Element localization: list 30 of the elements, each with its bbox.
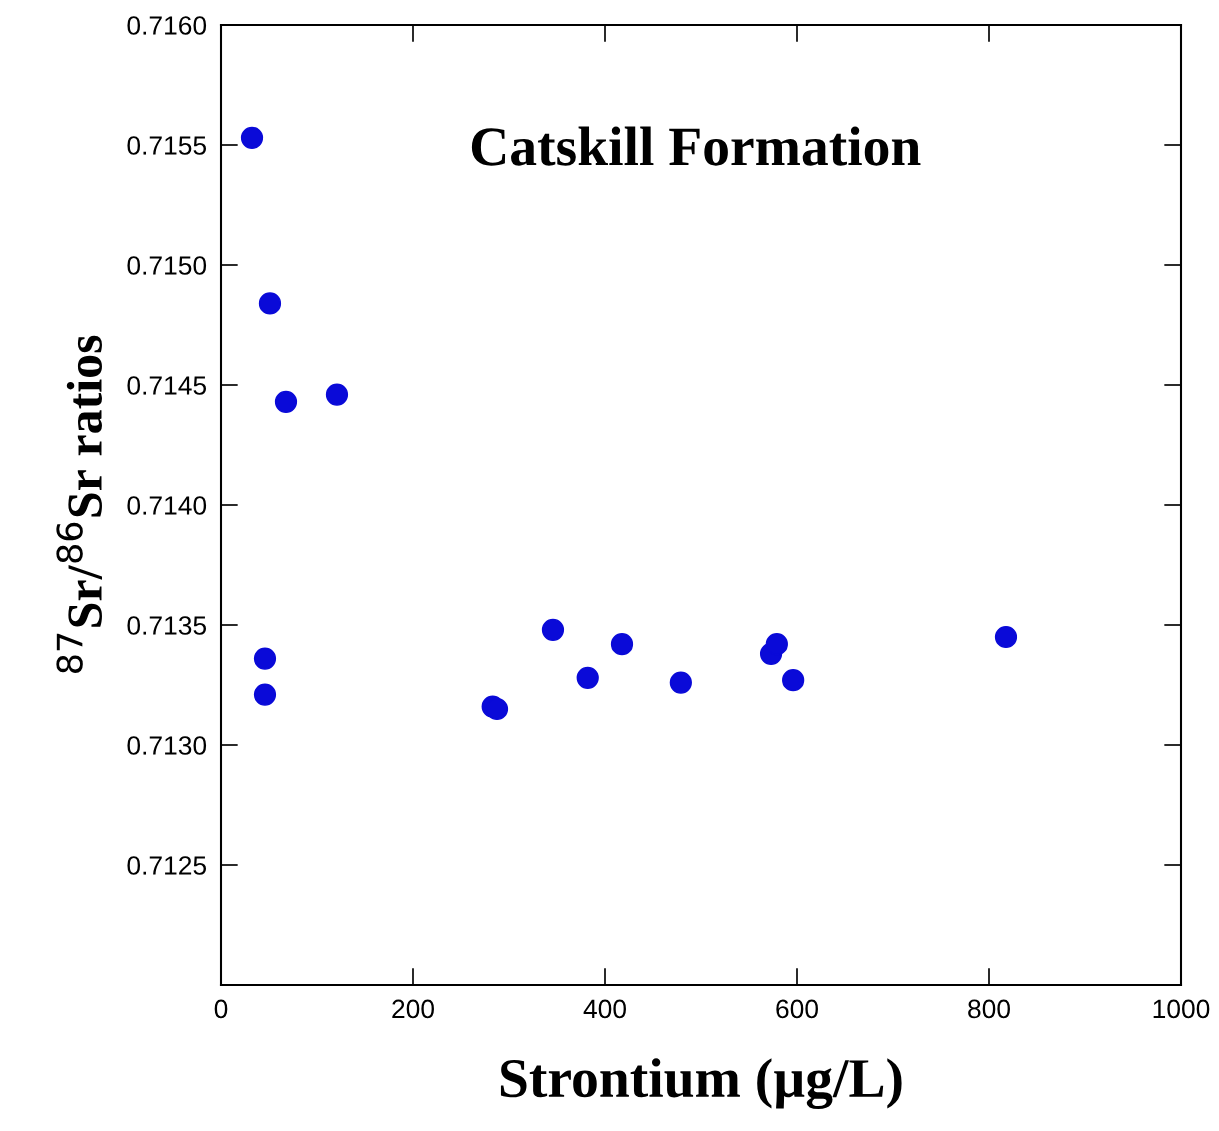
point bbox=[274, 390, 298, 413]
x-tick-label: 400 bbox=[583, 999, 626, 1019]
point bbox=[994, 625, 1018, 649]
point bbox=[765, 633, 788, 656]
point bbox=[240, 126, 264, 149]
y-tick-label: 0.7150 bbox=[127, 256, 207, 275]
text: Catskill Formation bbox=[471, 126, 921, 166]
y-tick-label: 0.7145 bbox=[127, 376, 207, 395]
x-tick-label: 200 bbox=[392, 999, 434, 1019]
point bbox=[610, 633, 634, 656]
point bbox=[782, 669, 805, 692]
x-tick-label: 600 bbox=[776, 999, 818, 1019]
x-axis-title: Strontium (µg/L) bbox=[500, 1058, 902, 1110]
y-tick-label: 0.7160 bbox=[127, 16, 207, 35]
y-tick-label: 0.7130 bbox=[127, 736, 207, 755]
y-tick-label: 0.7155 bbox=[127, 136, 207, 155]
x-tick-label: 1000 bbox=[1153, 999, 1210, 1019]
point bbox=[253, 647, 277, 670]
point bbox=[576, 666, 599, 689]
point bbox=[325, 383, 349, 406]
point bbox=[541, 618, 565, 641]
y-tick-label: 0.7125 bbox=[127, 856, 207, 875]
point bbox=[669, 671, 692, 694]
point bbox=[253, 683, 277, 706]
point bbox=[258, 292, 282, 315]
y-tick-label: 0.7140 bbox=[127, 496, 207, 515]
x-tick-label: 0 bbox=[214, 999, 228, 1019]
x-tick-label: 800 bbox=[968, 999, 1010, 1019]
y-tick-label: 0.7135 bbox=[127, 616, 207, 635]
y-axis-title: $^{87}$Sr/$^{86}$Sr ratios bbox=[56, 335, 102, 673]
